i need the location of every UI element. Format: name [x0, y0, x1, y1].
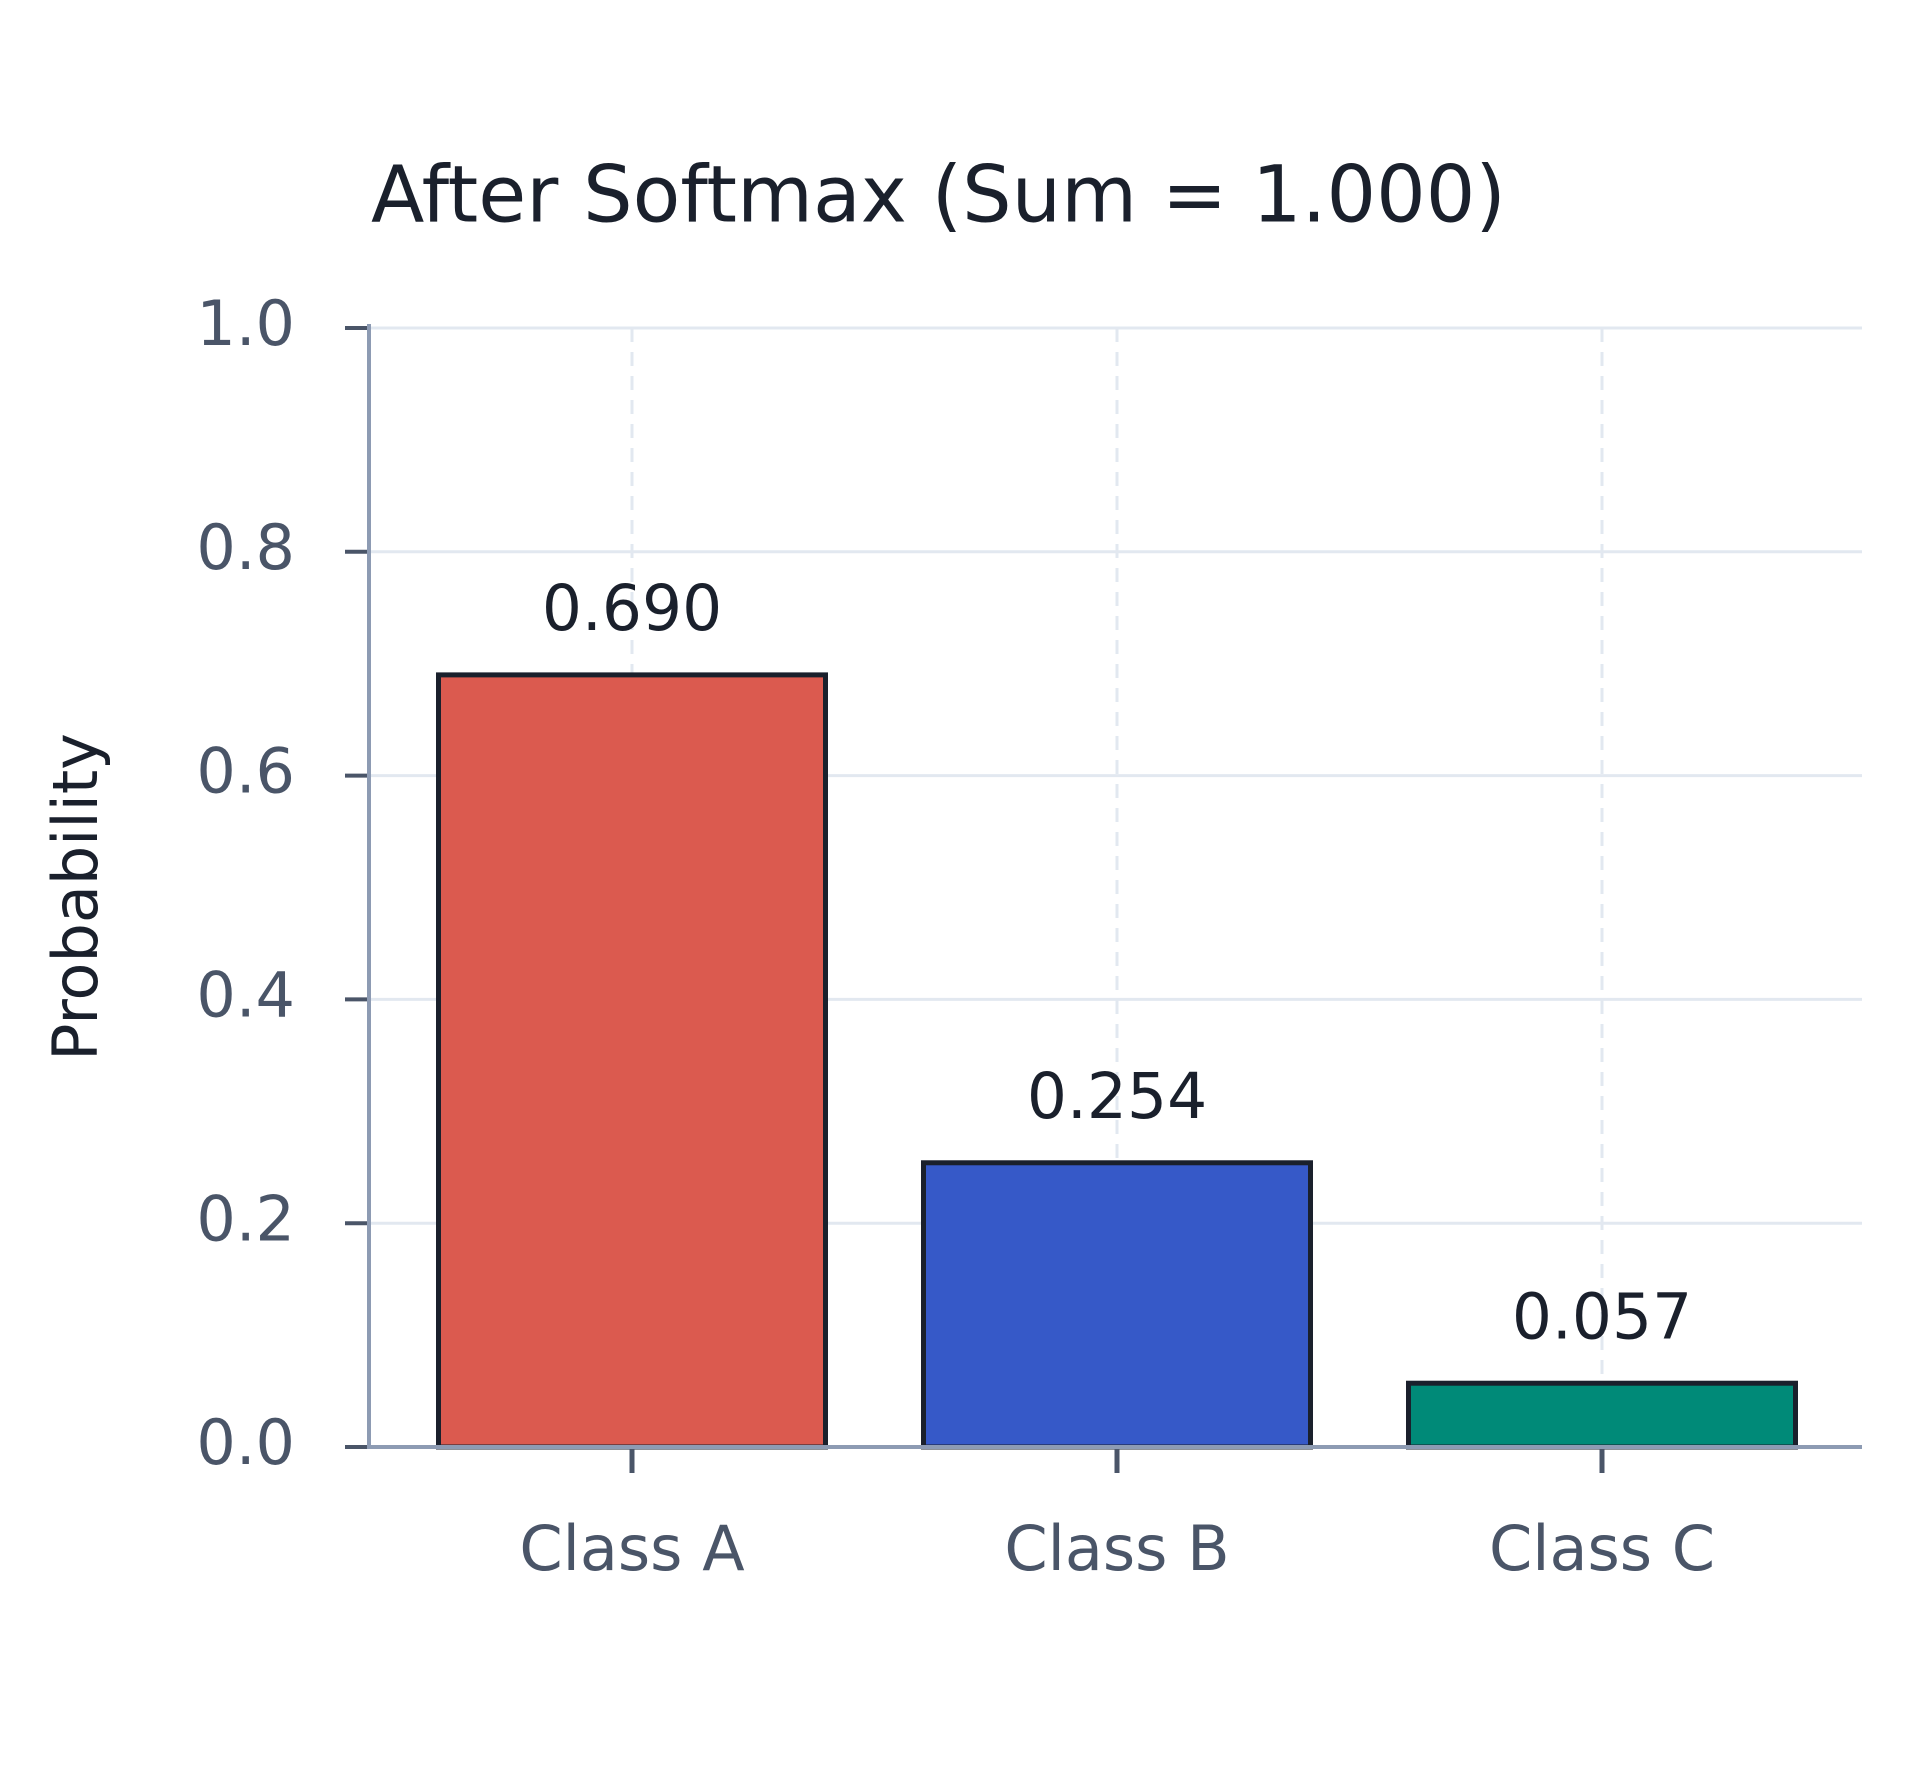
y-axis-label: Probability: [39, 733, 112, 1061]
value-label: 0.254: [1027, 1060, 1207, 1133]
y-tick-label: 1.0: [196, 287, 295, 360]
value-label: 0.057: [1512, 1280, 1692, 1353]
y-tick-label: 0.0: [196, 1406, 295, 1479]
y-tick-label: 0.4: [196, 958, 295, 1031]
y-tick-label: 0.6: [196, 735, 295, 808]
x-tick-label: Class B: [1004, 1512, 1229, 1585]
x-tick-label: Class A: [519, 1512, 744, 1585]
bar: [1406, 1380, 1798, 1450]
bar: [921, 1160, 1313, 1450]
y-tick-label: 0.8: [196, 511, 295, 584]
chart-title: After Softmax (Sum = 1.000): [371, 150, 1506, 240]
bar: [436, 672, 828, 1450]
x-tick-label: Class C: [1489, 1512, 1715, 1585]
y-tick-label: 0.2: [196, 1182, 295, 1255]
value-label: 0.690: [542, 572, 722, 645]
